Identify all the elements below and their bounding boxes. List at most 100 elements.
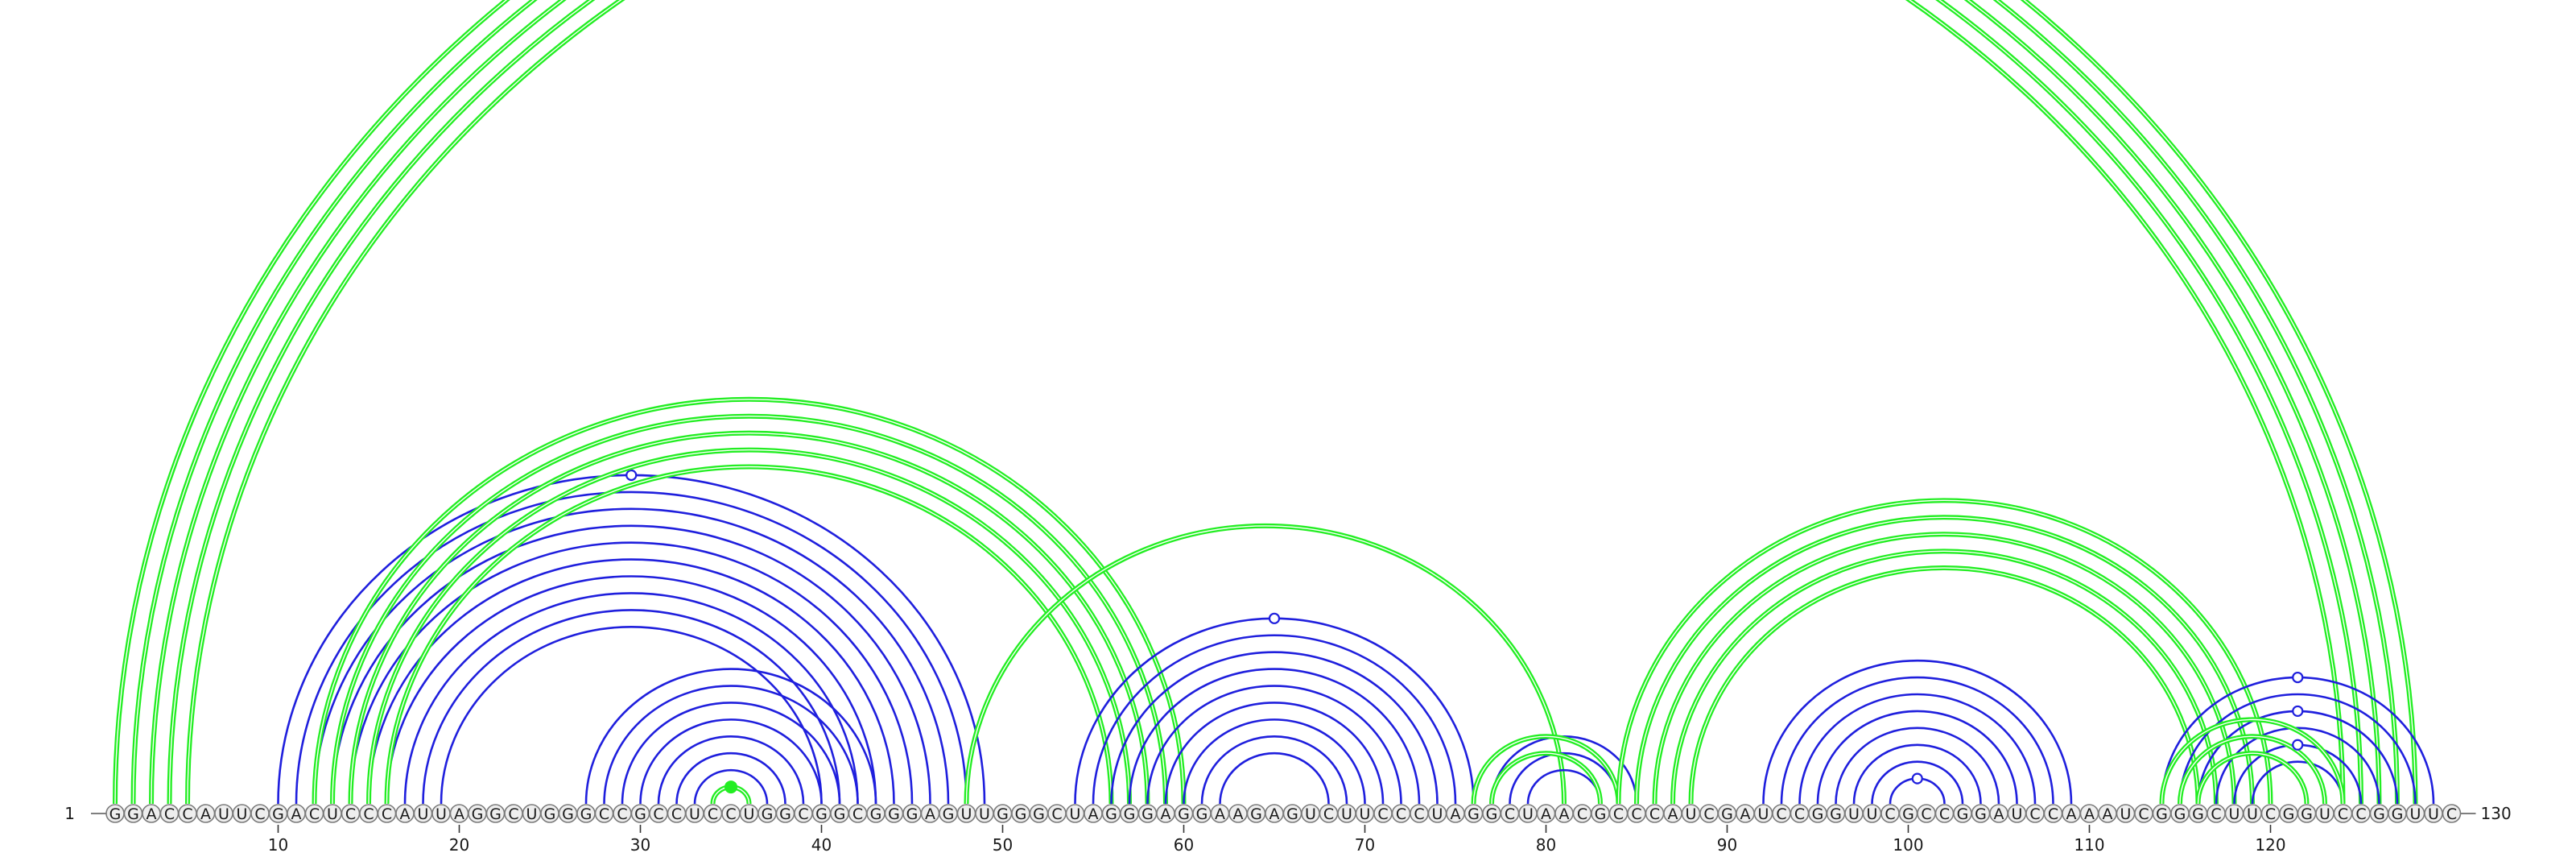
nucleotide-letter: U bbox=[2428, 805, 2439, 823]
green-arc-inner-1-128 bbox=[114, 0, 2417, 805]
blue-arc-60-70 bbox=[1183, 718, 1366, 805]
nucleotide-letter: A bbox=[1541, 805, 1551, 823]
nucleotide: C bbox=[703, 804, 723, 823]
nucleotide: A bbox=[2098, 804, 2117, 823]
pair-marker-circle-icon bbox=[1268, 612, 1281, 624]
nucleotide-letter: U bbox=[979, 805, 990, 823]
nucleotide: C bbox=[2351, 804, 2371, 823]
nucleotide-letter: U bbox=[1432, 805, 1443, 823]
nucleotide-letter: G bbox=[472, 805, 484, 823]
nucleotide: G bbox=[2297, 804, 2317, 823]
nucleotide: C bbox=[1772, 804, 1791, 823]
nucleotide-letter: U bbox=[2012, 805, 2023, 823]
green-arc-3-126 bbox=[149, 0, 2382, 805]
nucleotide: U bbox=[1862, 804, 1882, 823]
nucleotide: A bbox=[395, 804, 415, 823]
nucleotide: G bbox=[775, 804, 795, 823]
nucleotide: G bbox=[2188, 804, 2208, 823]
nucleotide-letter: U bbox=[961, 805, 972, 823]
green-arc-inner-2-127 bbox=[132, 0, 2398, 805]
nucleotide-letter: C bbox=[382, 805, 392, 823]
nucleotide-letter: C bbox=[2029, 805, 2040, 823]
nucleotide-letter: C bbox=[508, 805, 518, 823]
nucleotide-letter: U bbox=[1305, 805, 1316, 823]
nucleotide-letter: U bbox=[2247, 805, 2258, 823]
green-arc-inner-76-84 bbox=[1472, 735, 1620, 805]
blue-arc-115-128 bbox=[2178, 693, 2417, 805]
nucleotide-letter: G bbox=[1286, 805, 1298, 823]
nucleotide: G bbox=[1137, 804, 1158, 823]
nucleotide-letter: C bbox=[1939, 805, 1950, 823]
nucleotide-letter: A bbox=[1559, 805, 1570, 823]
axis-tick-label: 30 bbox=[630, 835, 650, 855]
green-arc-inner-88-116 bbox=[1690, 567, 2199, 805]
nucleotide-letter: G bbox=[779, 805, 791, 823]
nucleotide: U bbox=[2405, 804, 2425, 823]
nucleotide: U bbox=[2007, 804, 2027, 823]
nucleotide: G bbox=[830, 804, 849, 823]
nucleotide-letter: C bbox=[1613, 805, 1624, 823]
green-arc-84-120 bbox=[1616, 498, 2273, 805]
blue-arc-58-72 bbox=[1146, 685, 1402, 805]
nucleotide: G bbox=[1246, 804, 1266, 823]
axis-tick-label: 40 bbox=[811, 835, 832, 855]
green-arc-2-127 bbox=[130, 0, 2400, 805]
nucleotide: U bbox=[1844, 804, 1864, 823]
nucleotide-letter: A bbox=[1233, 805, 1244, 823]
nucleotide: C bbox=[250, 804, 270, 823]
nucleotide-letter: C bbox=[599, 805, 609, 823]
nucleotide-letter: A bbox=[400, 805, 411, 823]
nucleotide: C bbox=[1572, 804, 1592, 823]
nucleotide: C bbox=[359, 804, 378, 823]
nucleotide-letter: A bbox=[147, 805, 157, 823]
nucleotide: A bbox=[1265, 804, 1284, 823]
nucleotide-letter: G bbox=[1975, 805, 1987, 823]
nucleotide: G bbox=[576, 804, 596, 823]
nucleotide-letter: G bbox=[1105, 805, 1117, 823]
nucleotide-letter: C bbox=[2048, 805, 2058, 823]
axis-tick-label: 80 bbox=[1536, 835, 1556, 855]
nucleotide: A bbox=[1210, 804, 1230, 823]
nucleotide-letter: C bbox=[164, 805, 175, 823]
nucleotide-letter: C bbox=[1396, 805, 1406, 823]
nucleotide-letter: C bbox=[2265, 805, 2276, 823]
nucleotide: U bbox=[2243, 804, 2262, 823]
nucleotide: C bbox=[1790, 804, 1810, 823]
nucleotide: U bbox=[323, 804, 342, 823]
nucleotide: U bbox=[2424, 804, 2443, 823]
nucleotide-letter: U bbox=[1758, 805, 1769, 823]
blue-arc-32-38 bbox=[675, 752, 786, 805]
green-arc-14-58 bbox=[348, 430, 1150, 805]
nucleotide: A bbox=[1536, 804, 1556, 823]
nucleotide: C bbox=[2043, 804, 2063, 823]
nucleotide: C bbox=[1373, 804, 1393, 823]
nucleotide: G bbox=[866, 804, 886, 823]
blue-arc-19-40 bbox=[440, 625, 823, 805]
nucleotide-letter: G bbox=[1033, 805, 1045, 823]
green-arc-inner-15-57 bbox=[368, 449, 1130, 805]
nucleotide-letter: A bbox=[200, 805, 211, 823]
blue-arc-96-105 bbox=[1835, 727, 2000, 805]
nucleotide: G bbox=[1717, 804, 1737, 823]
nucleotide-letter: C bbox=[852, 805, 863, 823]
nucleotide-letter: C bbox=[1051, 805, 1062, 823]
nucleotide: A bbox=[1663, 804, 1682, 823]
nucleotide: G bbox=[2279, 804, 2298, 823]
blue-arc-18-41 bbox=[422, 609, 841, 805]
green-arc-87-117 bbox=[1670, 549, 2219, 805]
nucleotide-letter: U bbox=[1070, 805, 1081, 823]
nucleotide-letter: U bbox=[689, 805, 700, 823]
sequence-start-label: 1 bbox=[64, 804, 75, 823]
nucleotide-letter: A bbox=[2066, 805, 2077, 823]
nucleotide: G bbox=[1953, 804, 1972, 823]
nucleotide-letter: C bbox=[653, 805, 663, 823]
nucleotide-letter: C bbox=[1921, 805, 1931, 823]
nucleotide-letter: A bbox=[2084, 805, 2095, 823]
nucleotide: U bbox=[431, 804, 451, 823]
nucleotide-letter: U bbox=[237, 805, 248, 823]
nucleotide: C bbox=[1608, 804, 1629, 823]
nucleotide: A bbox=[196, 804, 216, 823]
nucleotide: C bbox=[1880, 804, 1900, 823]
nucleotide-letter: U bbox=[2120, 805, 2132, 823]
